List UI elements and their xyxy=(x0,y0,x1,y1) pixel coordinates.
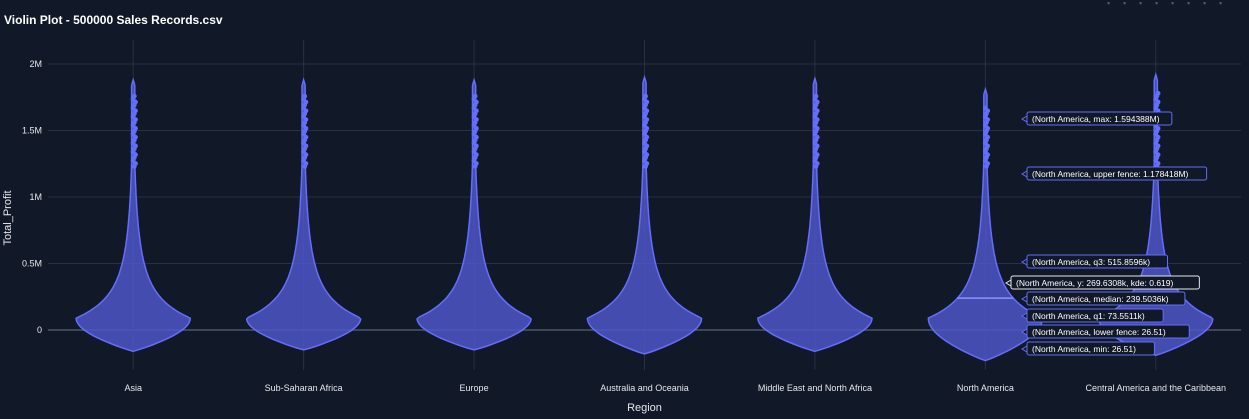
violin-asia[interactable] xyxy=(75,77,192,353)
hover-label: (North America, max: 1.594388M) xyxy=(1021,111,1173,126)
svg-text:(North America, y: 269.6308k,: (North America, y: 269.6308k, kde: 0.619… xyxy=(1016,278,1174,288)
x-tick-label: Europe xyxy=(460,383,489,393)
outlier-point xyxy=(813,93,819,99)
violin-body[interactable] xyxy=(586,74,703,355)
x-tick-label: Middle East and North Africa xyxy=(758,383,872,393)
zoom-out-icon[interactable]: ▪ xyxy=(1171,0,1175,6)
svg-text:(North America, q3: 515.8596k): (North America, q3: 515.8596k) xyxy=(1032,257,1150,267)
violin-middle-east-and-north-africa[interactable] xyxy=(756,75,873,353)
hover-label: (North America, lower fence: 26.51) xyxy=(1021,324,1190,339)
chart-title: Violin Plot - 500000 Sales Records.csv xyxy=(4,13,223,27)
reset-icon[interactable]: ▪ xyxy=(1203,0,1207,6)
violin-europe[interactable] xyxy=(416,77,532,351)
svg-text:(North America, min: 26.51): (North America, min: 26.51) xyxy=(1032,344,1136,354)
y-tick-label: 2M xyxy=(29,59,42,69)
y-tick-label: 1M xyxy=(29,192,42,202)
outlier-point xyxy=(1155,90,1161,96)
hover-label: (North America, median: 239.5036k) xyxy=(1021,291,1186,306)
violin-body[interactable] xyxy=(416,77,532,351)
svg-text:(North America, median: 239.50: (North America, median: 239.5036k) xyxy=(1032,294,1169,304)
pan-icon[interactable]: ▪ xyxy=(1139,0,1143,6)
violin-body[interactable] xyxy=(927,86,1044,362)
x-tick-label: North America xyxy=(957,383,1014,393)
fullscreen-icon[interactable]: ▪ xyxy=(1219,0,1223,6)
zoom-in-icon[interactable]: ▪ xyxy=(1155,0,1159,6)
violin-north-america[interactable] xyxy=(927,86,1044,362)
violin-australia-and-oceania[interactable] xyxy=(586,74,703,355)
y-axis-title: Total_Profit xyxy=(2,190,14,245)
camera-icon[interactable]: ▪ xyxy=(1107,0,1111,6)
violin-body[interactable] xyxy=(756,75,873,353)
y-tick-label: 0 xyxy=(37,325,42,335)
svg-text:(North America, lower fence: 2: (North America, lower fence: 26.51) xyxy=(1032,327,1166,337)
outlier-point xyxy=(302,93,308,99)
outlier-point xyxy=(982,105,988,111)
hover-label: (North America, q3: 515.8596k) xyxy=(1021,254,1168,269)
svg-text:(North America, q1: 73.5511k): (North America, q1: 73.5511k) xyxy=(1032,311,1145,321)
x-tick-label: Asia xyxy=(124,383,142,393)
zoom-icon[interactable]: ▪ xyxy=(1123,0,1127,6)
hover-label: (North America, min: 26.51) xyxy=(1021,341,1155,356)
svg-text:(North America, max: 1.594388M: (North America, max: 1.594388M) xyxy=(1032,114,1160,124)
svg-text:(North America, upper fence: 1: (North America, upper fence: 1.178418M) xyxy=(1032,169,1189,179)
modebar: ▪ ▪ ▪ ▪ ▪ ▪ ▪ ▪ xyxy=(1107,0,1229,8)
y-tick-label: 1.5M xyxy=(22,126,42,136)
outlier-point xyxy=(643,93,648,99)
hover-label: (North America, y: 269.6308k, kde: 0.619… xyxy=(1005,275,1200,290)
x-tick-label: Central America and the Caribbean xyxy=(1085,383,1226,393)
autoscale-icon[interactable]: ▪ xyxy=(1187,0,1191,6)
violin-sub-saharan-africa[interactable] xyxy=(245,77,362,351)
x-axis-title: Region xyxy=(627,402,662,414)
violin-body[interactable] xyxy=(245,77,362,351)
hover-label: (North America, q1: 73.5511k) xyxy=(1021,308,1164,323)
outlier-point xyxy=(131,93,137,99)
y-tick-label: 0.5M xyxy=(22,259,42,269)
x-tick-label: Australia and Oceania xyxy=(600,383,689,393)
outlier-point xyxy=(472,93,478,99)
x-tick-label: Sub-Saharan Africa xyxy=(265,383,343,393)
hover-label: (North America, upper fence: 1.178418M) xyxy=(1021,166,1208,181)
violin-body[interactable] xyxy=(75,77,192,353)
